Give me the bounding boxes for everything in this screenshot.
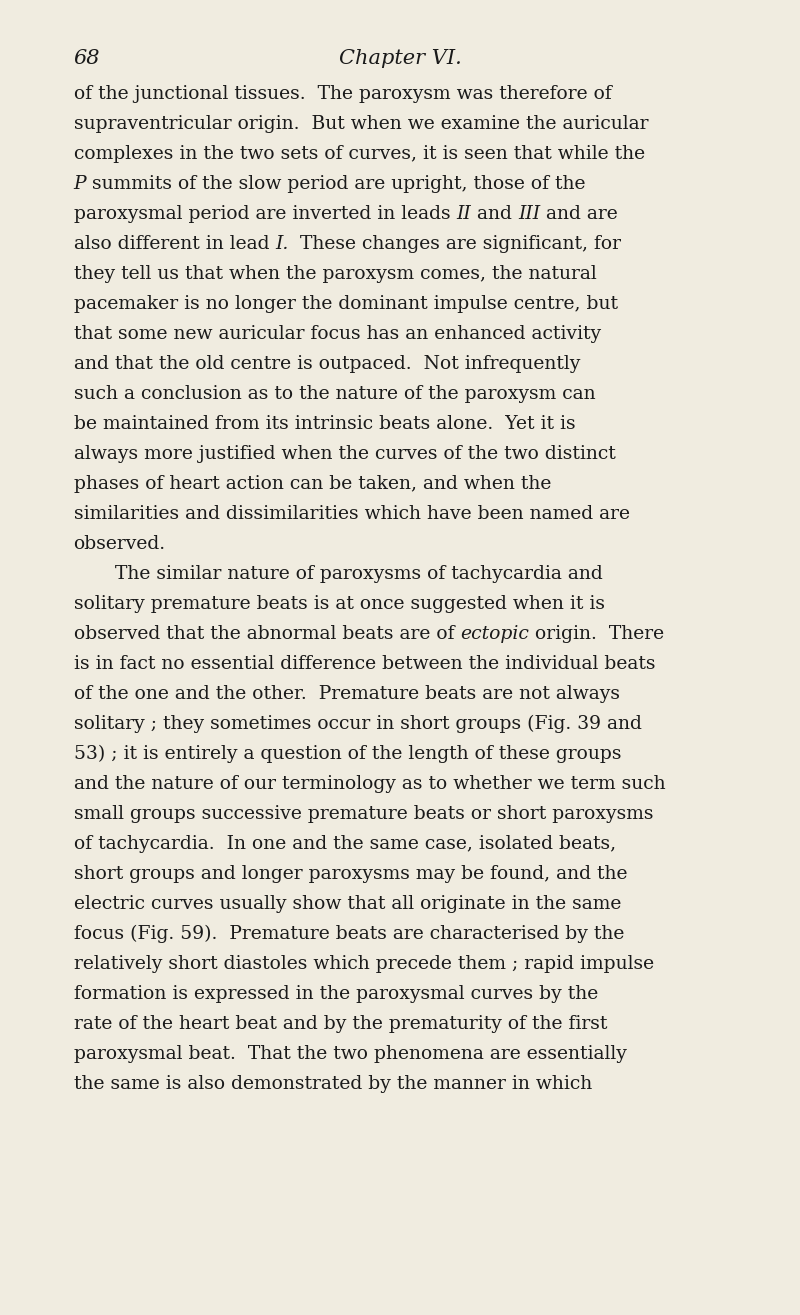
Text: be maintained from its intrinsic beats alone.  Yet it is: be maintained from its intrinsic beats a… bbox=[74, 416, 575, 433]
Text: Chapter VI.: Chapter VI. bbox=[338, 49, 462, 67]
Text: summits of the slow period are upright, those of the: summits of the slow period are upright, … bbox=[92, 175, 586, 193]
Text: solitary premature beats is at once suggested when it is: solitary premature beats is at once sugg… bbox=[74, 596, 605, 613]
Text: 53) ; it is entirely a question of the length of these groups: 53) ; it is entirely a question of the l… bbox=[74, 746, 621, 763]
Text: is in fact no essential difference between the individual beats: is in fact no essential difference betwe… bbox=[74, 655, 655, 673]
Text: These changes are significant, for: These changes are significant, for bbox=[289, 235, 622, 254]
Text: II: II bbox=[456, 205, 471, 224]
Text: also different in lead: also different in lead bbox=[74, 235, 275, 254]
Text: similarities and dissimilarities which have been named are: similarities and dissimilarities which h… bbox=[74, 505, 630, 523]
Text: formation is expressed in the paroxysmal curves by the: formation is expressed in the paroxysmal… bbox=[74, 985, 598, 1003]
Text: supraventricular origin.  But when we examine the auricular: supraventricular origin. But when we exa… bbox=[74, 116, 648, 133]
Text: complexes in the two sets of curves, it is seen that while the: complexes in the two sets of curves, it … bbox=[74, 146, 645, 163]
Text: such a conclusion as to the nature of the paroxysm can: such a conclusion as to the nature of th… bbox=[74, 385, 595, 404]
Text: III: III bbox=[518, 205, 540, 224]
Text: of the one and the other.  Premature beats are not always: of the one and the other. Premature beat… bbox=[74, 685, 620, 704]
Text: of tachycardia.  In one and the same case, isolated beats,: of tachycardia. In one and the same case… bbox=[74, 835, 616, 853]
Text: ectopic: ectopic bbox=[460, 625, 529, 643]
Text: 68: 68 bbox=[74, 49, 100, 67]
Text: paroxysmal period are inverted in leads: paroxysmal period are inverted in leads bbox=[74, 205, 456, 224]
Text: paroxysmal beat.  That the two phenomena are essentially: paroxysmal beat. That the two phenomena … bbox=[74, 1045, 626, 1063]
Text: solitary ; they sometimes occur in short groups (Fig. 39 and: solitary ; they sometimes occur in short… bbox=[74, 715, 642, 734]
Text: electric curves usually show that all originate in the same: electric curves usually show that all or… bbox=[74, 896, 621, 913]
Text: small groups successive premature beats or short paroxysms: small groups successive premature beats … bbox=[74, 805, 653, 823]
Text: and are: and are bbox=[540, 205, 618, 224]
Text: that some new auricular focus has an enhanced activity: that some new auricular focus has an enh… bbox=[74, 325, 601, 343]
Text: phases of heart action can be taken, and when the: phases of heart action can be taken, and… bbox=[74, 475, 551, 493]
Text: and: and bbox=[471, 205, 518, 224]
Text: P: P bbox=[74, 175, 92, 193]
Text: I.: I. bbox=[275, 235, 289, 254]
Text: and the nature of our terminology as to whether we term such: and the nature of our terminology as to … bbox=[74, 775, 666, 793]
Text: of the junctional tissues.  The paroxysm was therefore of: of the junctional tissues. The paroxysm … bbox=[74, 85, 611, 104]
Text: the same is also demonstrated by the manner in which: the same is also demonstrated by the man… bbox=[74, 1074, 592, 1093]
Text: relatively short diastoles which precede them ; rapid impulse: relatively short diastoles which precede… bbox=[74, 955, 654, 973]
Text: rate of the heart beat and by the prematurity of the first: rate of the heart beat and by the premat… bbox=[74, 1015, 607, 1032]
Text: focus (Fig. 59).  Premature beats are characterised by the: focus (Fig. 59). Premature beats are cha… bbox=[74, 924, 624, 943]
Text: short groups and longer paroxysms may be found, and the: short groups and longer paroxysms may be… bbox=[74, 865, 627, 882]
Text: always more justified when the curves of the two distinct: always more justified when the curves of… bbox=[74, 446, 615, 463]
Text: pacemaker is no longer the dominant impulse centre, but: pacemaker is no longer the dominant impu… bbox=[74, 296, 618, 313]
Text: observed that the abnormal beats are of: observed that the abnormal beats are of bbox=[74, 625, 460, 643]
Text: and that the old centre is outpaced.  Not infrequently: and that the old centre is outpaced. Not… bbox=[74, 355, 580, 373]
Text: origin.  There: origin. There bbox=[529, 625, 664, 643]
Text: The similar nature of paroxysms of tachycardia and: The similar nature of paroxysms of tachy… bbox=[115, 565, 603, 583]
Text: observed.: observed. bbox=[74, 535, 166, 554]
Text: they tell us that when the paroxysm comes, the natural: they tell us that when the paroxysm come… bbox=[74, 266, 596, 283]
